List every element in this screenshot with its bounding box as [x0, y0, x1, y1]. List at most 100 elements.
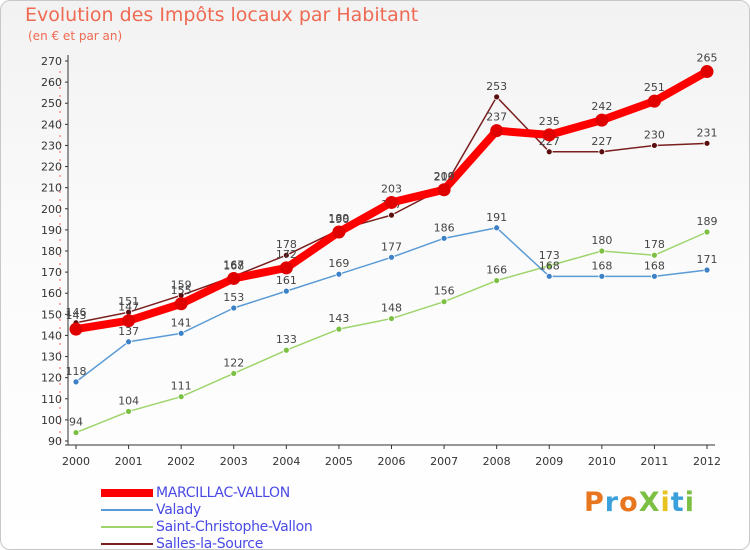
x-tick-label: 2011 — [640, 455, 668, 468]
data-point — [177, 329, 185, 337]
data-point — [493, 93, 501, 101]
y-tick-label: 90 — [48, 435, 62, 448]
data-label: 166 — [486, 264, 507, 277]
data-point — [385, 195, 398, 209]
data-point — [279, 261, 293, 275]
data-point — [177, 393, 185, 401]
data-label: 172 — [276, 248, 297, 261]
data-label: 177 — [381, 240, 402, 253]
logo-letter: o — [619, 487, 639, 518]
y-tick-label: 210 — [41, 182, 62, 195]
y-tick-label: 100 — [41, 414, 62, 427]
data-label: 168 — [591, 259, 612, 272]
data-label: 237 — [486, 111, 507, 124]
y-tick-label: 230 — [41, 139, 62, 152]
x-tick-label: 2009 — [535, 455, 563, 468]
legend-label-salles: Salles-la-Source — [156, 536, 264, 550]
data-label: 203 — [381, 182, 402, 195]
data-point — [700, 65, 714, 79]
data-point — [72, 429, 80, 436]
data-point — [227, 271, 241, 285]
chart-subtitle: (en € et par an) — [28, 29, 123, 43]
x-tick-label: 2004 — [272, 455, 300, 468]
y-tick-label: 150 — [41, 308, 62, 321]
data-label: 141 — [171, 316, 192, 329]
data-label: 265 — [697, 52, 718, 65]
data-label: 178 — [276, 238, 297, 251]
data-label: 159 — [171, 278, 192, 291]
data-point — [437, 183, 451, 197]
data-point — [440, 298, 448, 306]
y-tick-label: 250 — [41, 97, 62, 110]
data-label: 189 — [328, 212, 349, 225]
legend-label-saint-christophe: Saint-Christophe-Vallon — [156, 519, 313, 535]
data-point — [230, 304, 238, 312]
data-point — [72, 378, 80, 386]
data-label: 94 — [69, 416, 83, 429]
data-label: 111 — [171, 380, 192, 393]
data-point — [703, 266, 711, 274]
data-label: 153 — [223, 291, 244, 304]
data-label: 235 — [539, 115, 560, 128]
y-tick-label: 270 — [41, 55, 62, 68]
data-label: 122 — [223, 356, 244, 369]
y-tick-label: 130 — [41, 351, 62, 364]
data-point — [335, 325, 343, 333]
data-label: 186 — [434, 221, 455, 234]
chart-title: Evolution des Impôts locaux par Habitant — [25, 4, 419, 26]
data-point — [335, 270, 343, 278]
data-label: 104 — [118, 394, 139, 407]
y-tick-label: 240 — [41, 118, 62, 131]
data-label: 251 — [644, 81, 665, 94]
data-label: 173 — [539, 249, 560, 262]
data-label: 242 — [591, 100, 612, 113]
data-label: 180 — [591, 234, 612, 247]
data-point — [598, 247, 606, 255]
x-tick-label: 2001 — [115, 455, 143, 468]
data-label: 227 — [591, 135, 612, 148]
data-point — [493, 277, 501, 284]
x-tick-label: 2006 — [378, 455, 406, 468]
data-label: 209 — [434, 170, 455, 183]
data-label: 231 — [697, 126, 718, 139]
data-point — [651, 272, 658, 280]
data-label: 190 — [328, 213, 349, 226]
data-point — [69, 322, 83, 336]
data-label: 151 — [118, 295, 139, 308]
data-point — [388, 211, 395, 219]
x-tick-label: 2007 — [430, 455, 458, 468]
data-point — [651, 251, 658, 259]
data-label: 169 — [328, 257, 349, 270]
data-label: 155 — [171, 284, 192, 297]
data-point — [122, 314, 136, 328]
legend-swatch-saint-christophe — [101, 526, 153, 528]
data-label: 168 — [539, 259, 560, 272]
data-label: 143 — [66, 309, 87, 322]
data-label: 143 — [328, 312, 349, 325]
logo-letter: P — [584, 487, 605, 518]
x-tick-label: 2000 — [62, 455, 90, 468]
data-point — [598, 148, 606, 156]
legend-swatch-marcillac — [101, 489, 153, 497]
data-label: 230 — [644, 128, 665, 141]
data-point — [545, 262, 553, 270]
logo-letter: i — [660, 487, 671, 518]
legend-swatch-valady — [101, 509, 153, 511]
data-point — [703, 228, 711, 236]
legend-swatch-salles — [101, 543, 153, 545]
y-tick-label: 120 — [41, 372, 62, 385]
data-point — [651, 142, 658, 149]
data-point — [230, 370, 238, 377]
data-label: 253 — [486, 80, 507, 93]
y-tick-label: 220 — [41, 161, 62, 174]
data-label: 118 — [66, 365, 87, 378]
data-point — [388, 253, 395, 261]
legend-label-valady: Valady — [156, 502, 201, 518]
y-tick-label: 260 — [41, 76, 62, 89]
logo-letter: t — [670, 487, 685, 518]
data-point — [647, 94, 661, 108]
data-label: 189 — [697, 215, 718, 228]
data-point — [542, 128, 556, 142]
